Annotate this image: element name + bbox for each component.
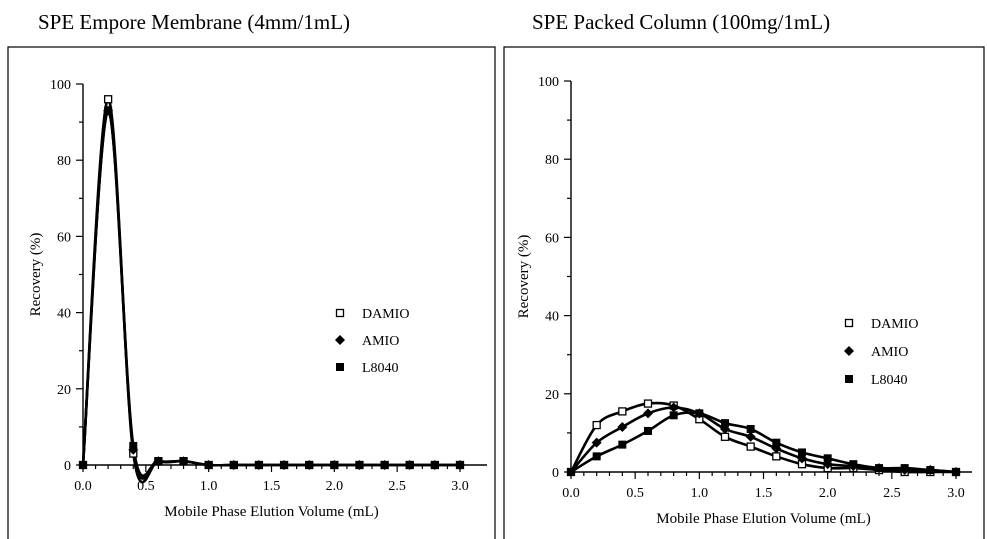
legend-label-amio: AMIO [362,334,399,349]
x-tick-label: 0.5 [626,486,644,501]
y-tick-label: 80 [57,154,71,169]
legend-marker-damio [844,318,854,328]
data-point-l8040 [456,461,464,469]
y-tick-label: 100 [50,78,71,93]
data-point-amio [617,422,628,433]
data-point-damio [746,442,755,451]
data-point-l8040 [355,461,364,469]
series-line-amio [570,406,957,474]
y-tick-label: 20 [57,383,71,398]
y-tick-label: 40 [57,307,71,322]
x-tick-label: 1.0 [691,486,709,501]
data-point-l8040 [567,468,575,476]
x-tick-label: 0.0 [562,486,580,501]
series-line-damio [569,401,956,474]
x-tick-label: 1.5 [263,479,281,494]
data-point-l8040 [330,461,339,469]
x-tick-label: 1.0 [200,479,218,494]
data-point-damio [772,452,781,461]
y-tick-label: 40 [545,310,559,325]
y-axis-title: Recovery (%) [28,233,44,317]
data-point-amio [591,437,602,448]
data-point-amio [668,402,679,413]
data-point-l8040 [154,457,163,466]
data-point-l8040 [823,454,832,463]
data-point-damio [592,420,601,430]
series-line-amio [81,109,460,480]
legend-marker-amio [844,346,854,356]
series-line-l8040 [81,109,460,477]
x-tick-label: 1.5 [755,486,773,501]
legend-marker-l8040 [336,363,344,371]
data-point-l8040 [644,426,652,435]
legend-label-l8040: L8040 [871,373,908,388]
data-point-l8040 [305,461,314,469]
legend-label-damio: DAMIO [871,317,918,332]
y-tick-label: 60 [545,231,559,246]
legend-label-l8040: L8040 [362,361,399,376]
x-tick-label: 2.5 [883,486,901,501]
data-point-l8040 [204,461,213,469]
right-chart: 0 20 40 60 80 100 0.0 0.5 1.0 1.5 2.0 2.5 3.0 Mobile … [516,75,972,527]
x-tick-label: 2.0 [819,486,837,501]
data-point-l8040 [746,424,755,433]
data-point-damio [720,432,730,441]
x-tick-label: 0.0 [74,479,92,494]
data-point-l8040 [952,468,960,476]
y-tick-label: 20 [545,388,559,403]
y-tick-label: 100 [538,75,559,90]
data-point-l8040 [380,461,389,469]
legend-marker-amio [335,335,345,345]
right-chart-title: SPE Packed Column (100mg/1mL) [532,10,831,34]
x-tick-label: 3.0 [947,486,965,501]
data-point-l8040 [405,461,414,469]
data-point-l8040 [104,106,113,115]
right-panel-frame [503,46,985,539]
data-point-l8040 [849,460,858,469]
data-point-amio [643,408,653,419]
data-point-l8040 [129,441,138,450]
data-point-l8040 [254,461,263,469]
y-tick-label: 80 [545,153,559,168]
data-point-damio [643,399,653,408]
data-point-l8040 [592,452,601,461]
data-point-l8040 [900,464,909,473]
y-tick-label: 0 [64,459,71,474]
y-axis-title: Recovery (%) [516,235,532,319]
left-panel-frame [7,46,496,539]
legend-marker-l8040 [845,375,853,383]
data-point-l8040 [618,440,627,449]
data-point-l8040 [430,461,439,469]
x-axis-title: Mobile Phase Elution Volume (mL) [656,511,870,527]
data-point-l8040 [798,448,806,457]
legend-marker-damio [335,308,345,318]
series-line-damio [81,97,460,484]
data-point-l8040 [280,461,289,469]
x-tick-label: 2.0 [326,479,344,494]
data-point-l8040 [79,461,87,469]
x-axis-title: Mobile Phase Elution Volume (mL) [164,504,378,520]
legend-label-damio: DAMIO [362,307,409,322]
data-point-damio [618,407,627,416]
data-point-l8040 [926,466,935,475]
series-line-l8040 [570,411,957,474]
left-chart-title: SPE Empore Membrane (4mm/1mL) [38,10,351,34]
data-point-l8040 [695,409,704,418]
data-point-l8040 [179,457,188,466]
data-point-l8040 [875,464,883,473]
data-point-amio [745,431,756,442]
data-point-damio [103,95,113,104]
data-point-l8040 [229,461,238,469]
y-tick-label: 0 [552,466,559,481]
data-point-l8040 [721,419,729,428]
data-point-l8040 [669,411,678,420]
y-tick-label: 60 [57,230,71,245]
legend-label-amio: AMIO [871,345,908,360]
x-tick-label: 3.0 [451,479,469,494]
x-tick-label: 2.5 [388,479,406,494]
data-point-l8040 [772,438,781,447]
